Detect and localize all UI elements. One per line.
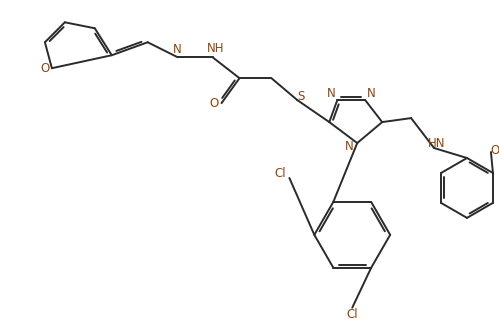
Text: NH: NH: [207, 42, 224, 55]
Text: N: N: [367, 87, 376, 100]
Text: Cl: Cl: [274, 167, 286, 180]
Text: N: N: [327, 87, 336, 100]
Text: O: O: [40, 62, 49, 75]
Text: N: N: [173, 43, 182, 56]
Text: S: S: [298, 90, 305, 103]
Text: Cl: Cl: [346, 308, 358, 321]
Text: O: O: [209, 97, 218, 110]
Text: O: O: [491, 144, 499, 157]
Text: N: N: [345, 139, 354, 152]
Text: HN: HN: [428, 136, 446, 150]
